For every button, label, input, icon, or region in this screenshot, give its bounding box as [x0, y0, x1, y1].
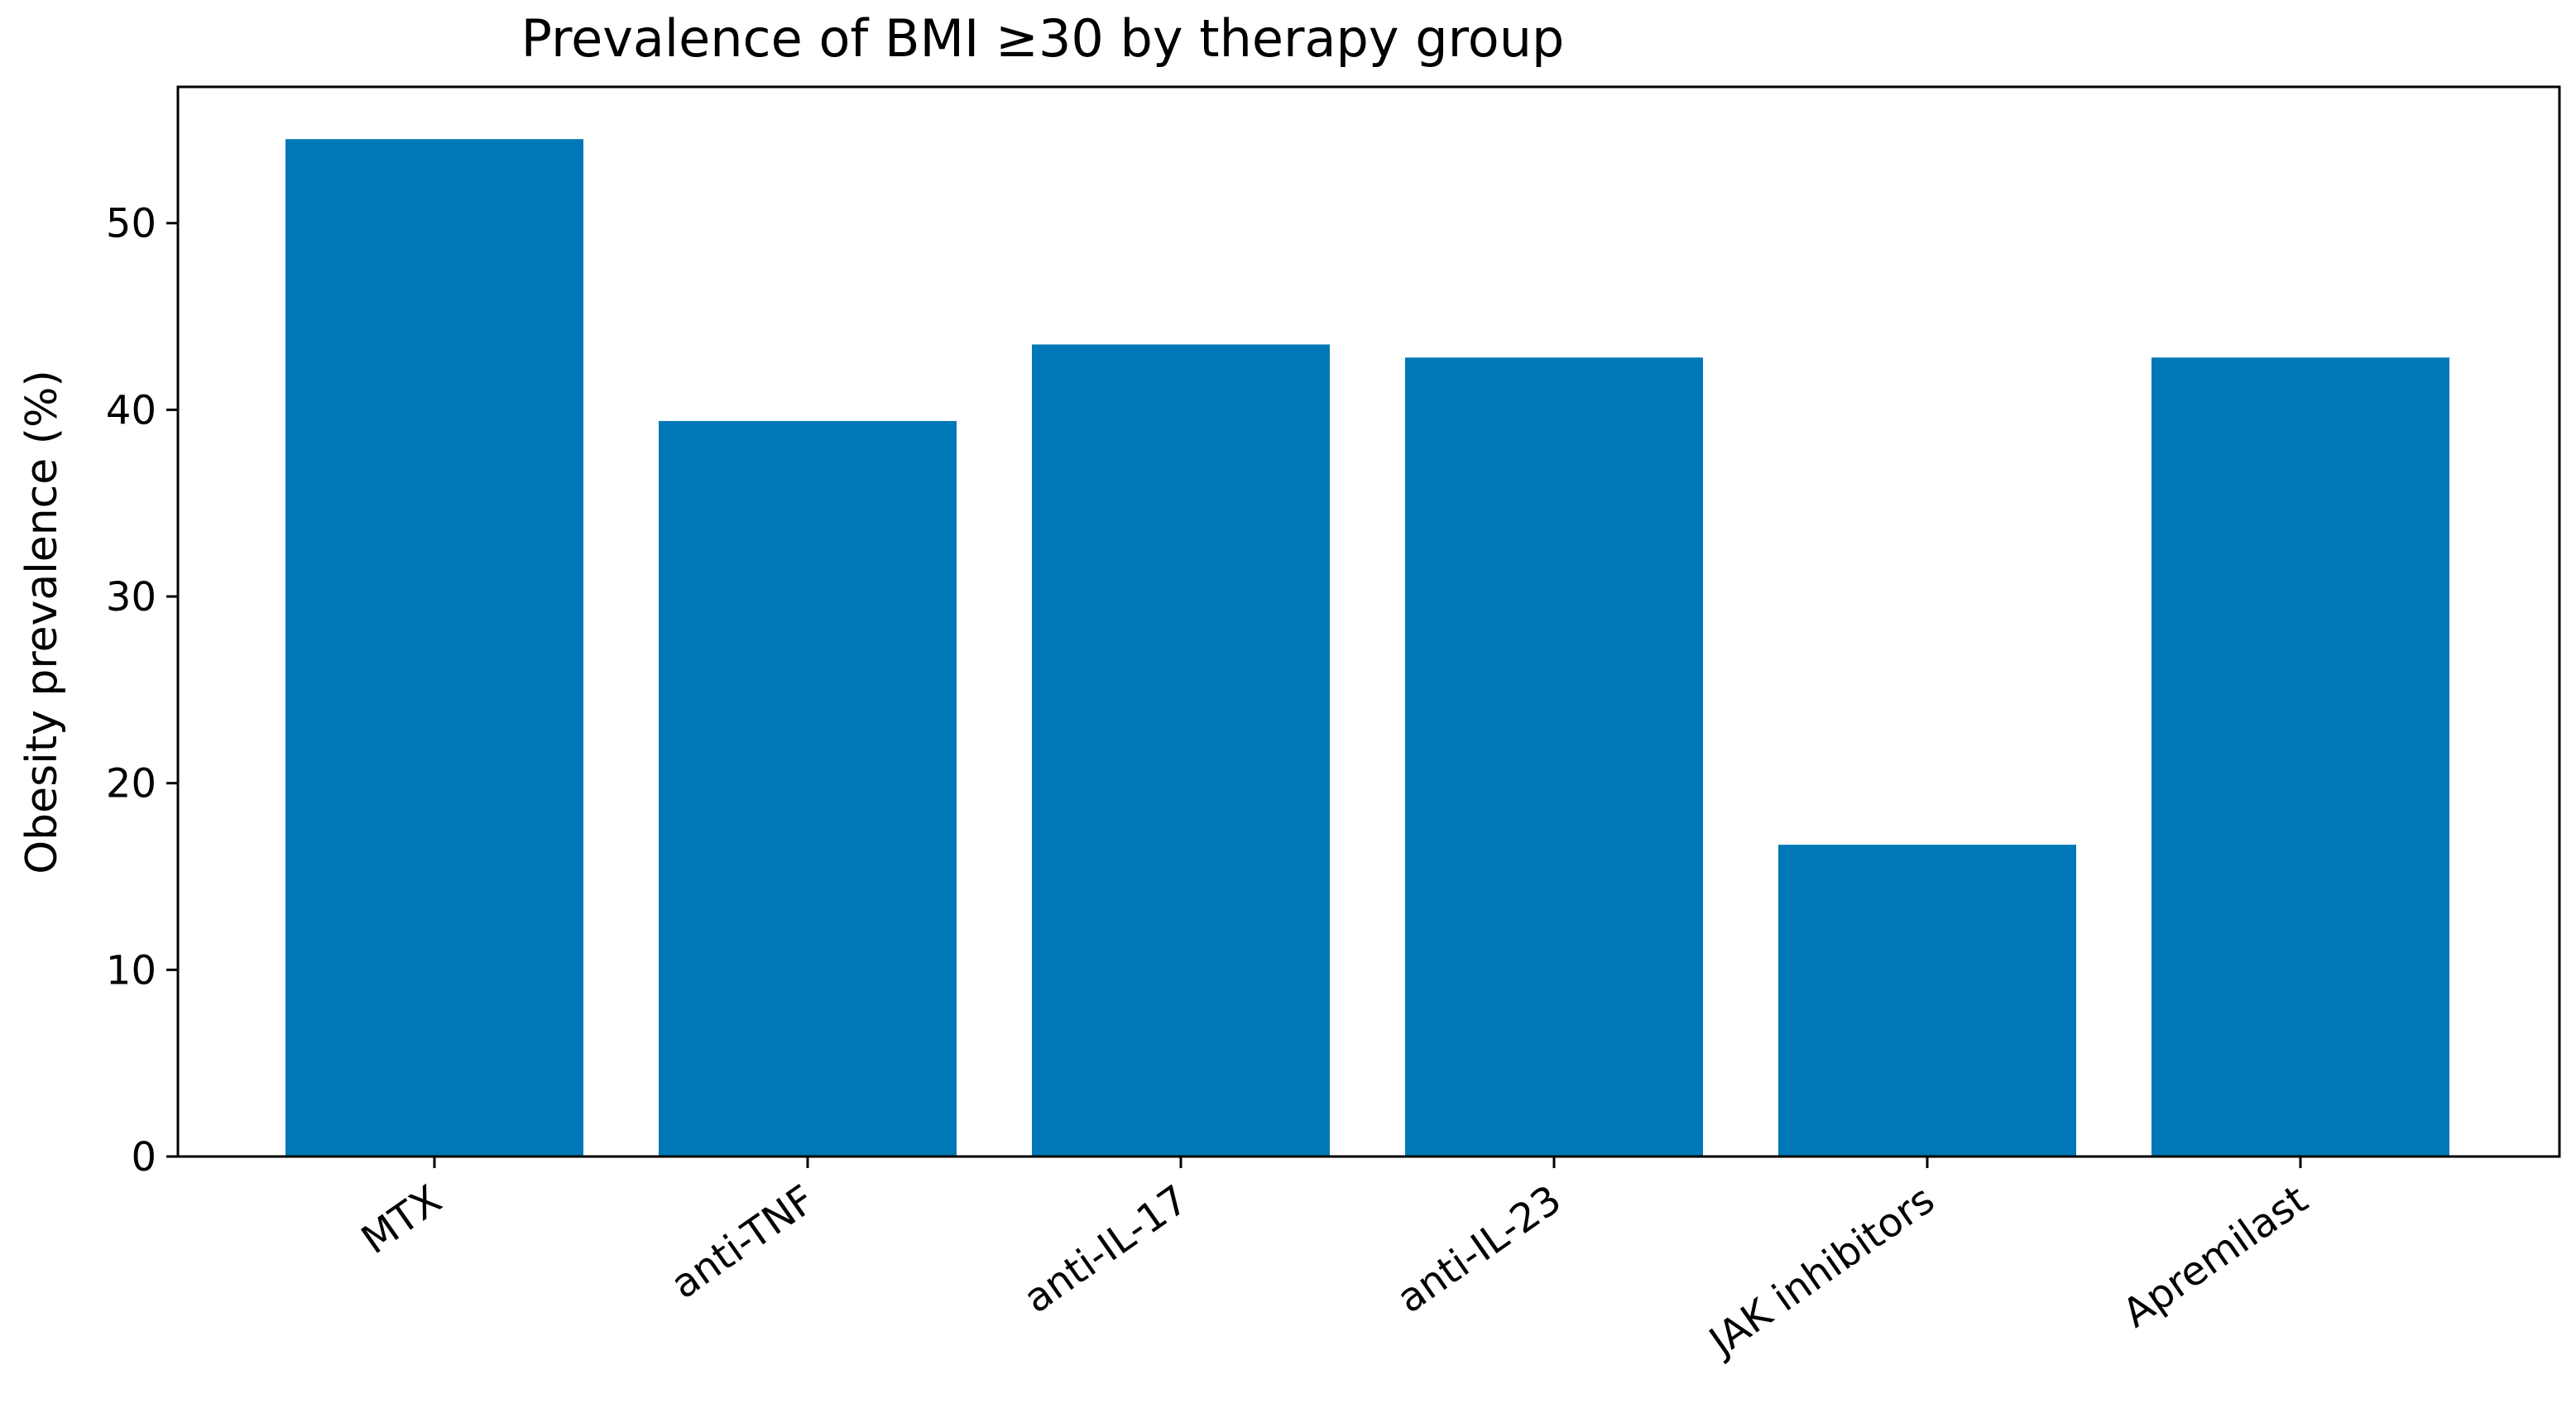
bar-anti-il-23	[1405, 357, 1703, 1157]
x-tick-label: anti-IL-17	[1015, 1176, 1197, 1323]
x-axis-ticks: MTX anti-TNF anti-IL-17 anti-IL-23 JAK inhib…	[353, 1157, 2316, 1366]
bar-apremilast	[2151, 357, 2449, 1157]
bars-group	[285, 139, 2449, 1157]
x-tick-label: MTX	[353, 1176, 450, 1263]
y-tick-label: 30	[106, 574, 156, 620]
y-tick-label: 40	[106, 387, 156, 433]
y-axis-label: Obesity prevalence (%)	[17, 370, 67, 874]
x-tick-label: JAK inhibitors	[1700, 1176, 1943, 1366]
y-tick-label: 0	[131, 1134, 156, 1181]
x-tick-label: Apremilast	[2114, 1176, 2316, 1337]
x-tick-label: anti-IL-23	[1389, 1176, 1570, 1323]
bar-anti-il-17	[1032, 344, 1330, 1157]
x-tick-label: anti-TNF	[663, 1176, 823, 1308]
bar-mtx	[285, 139, 583, 1157]
chart-title: Prevalence of BMI ≥30 by therapy group	[521, 8, 1565, 69]
plot-area-frame	[176, 85, 2561, 1158]
y-tick-label: 50	[106, 201, 156, 247]
y-tick-label: 20	[106, 761, 156, 807]
y-tick-label: 10	[106, 947, 156, 994]
y-axis-ticks: 0 10 20 30 40 50	[106, 201, 178, 1181]
bar-anti-tnf	[659, 420, 957, 1157]
bar-jak-inhibitors	[1778, 845, 2076, 1157]
